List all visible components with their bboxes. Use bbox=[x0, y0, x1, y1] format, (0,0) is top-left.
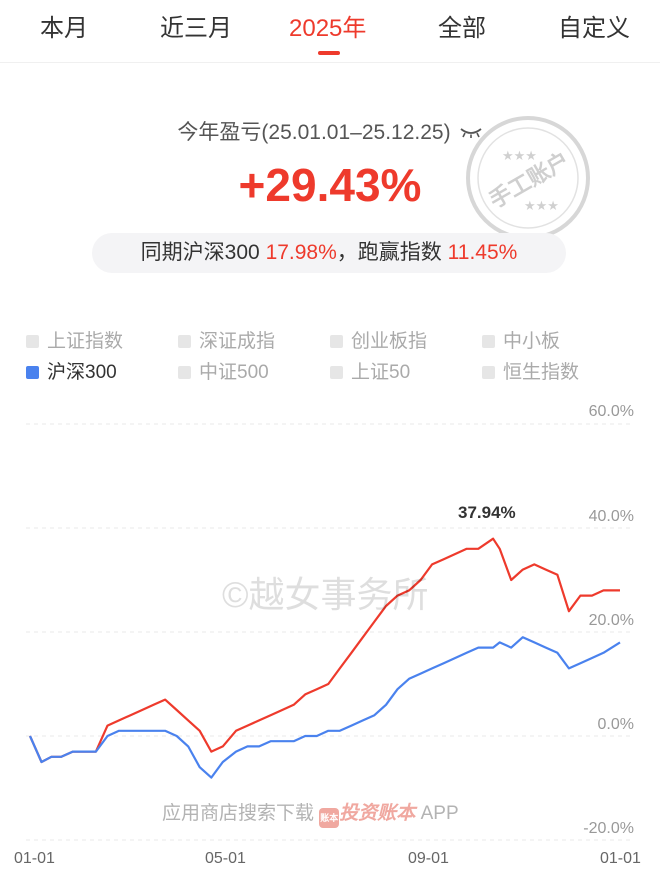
legend-shenzhen-component[interactable]: 深证成指 bbox=[178, 326, 275, 353]
tab-all[interactable]: 全部 bbox=[438, 15, 486, 42]
legend-swatch bbox=[26, 335, 39, 348]
tab-last-three-months[interactable]: 近三月 bbox=[160, 15, 232, 42]
legend-label: 恒生指数 bbox=[503, 362, 580, 383]
download-text: 应用商店搜索下载 bbox=[162, 803, 315, 824]
legend-swatch bbox=[482, 335, 495, 348]
y-tick-label: 60.0% bbox=[588, 403, 634, 420]
x-tick-label: 01-01 bbox=[14, 850, 55, 867]
tab-2025[interactable]: 2025年 bbox=[289, 15, 367, 42]
app-logo-icon: 账本 bbox=[319, 808, 340, 828]
tab-this-month[interactable]: 本月 bbox=[40, 15, 88, 42]
legend-swatch bbox=[178, 366, 191, 379]
legend-swatch bbox=[26, 366, 39, 379]
eye-closed-icon[interactable] bbox=[459, 121, 483, 145]
series-line-csi300 bbox=[28, 636, 621, 779]
benchmark-prefix: 同期沪深300 bbox=[140, 241, 260, 264]
legend-swatch bbox=[330, 335, 343, 348]
svg-text:★★★: ★★★ bbox=[524, 199, 559, 214]
x-tick-label: 09-01 bbox=[408, 850, 449, 867]
legend-label: 中证500 bbox=[199, 362, 269, 383]
legend-label: 上证指数 bbox=[47, 331, 124, 352]
tab-custom[interactable]: 自定义 bbox=[558, 15, 630, 42]
x-tick-label: 01-01 bbox=[600, 850, 641, 867]
watermark: ©越女事务所 bbox=[222, 574, 429, 615]
app-suffix: APP bbox=[420, 803, 459, 824]
legend-label: 沪深300 bbox=[47, 362, 117, 383]
legend-label: 创业板指 bbox=[351, 331, 428, 352]
benchmark-separator: ，跑赢指数 bbox=[336, 241, 442, 264]
legend-label: 上证50 bbox=[351, 362, 411, 383]
pl-label-text: 今年盈亏(25.01.01–25.12.25) bbox=[177, 121, 451, 144]
pl-value: +29.43% bbox=[238, 159, 422, 211]
y-tick-label: -20.0% bbox=[583, 820, 634, 837]
benchmark-comparison: 同期沪深300 17.98%，跑赢指数 11.45% bbox=[92, 233, 566, 273]
legend-swatch bbox=[482, 366, 495, 379]
legend-sme-board[interactable]: 中小板 bbox=[482, 326, 560, 353]
account-stamp: ★★★ ★★★ 手工账户 bbox=[466, 116, 590, 240]
x-tick-label: 05-01 bbox=[205, 850, 246, 867]
legend-label: 中小板 bbox=[503, 331, 561, 352]
y-tick-label: 0.0% bbox=[597, 716, 634, 733]
legend-hang-seng[interactable]: 恒生指数 bbox=[482, 357, 579, 384]
legend-csi500[interactable]: 中证500 bbox=[178, 357, 269, 384]
y-tick-label: 20.0% bbox=[588, 612, 634, 629]
legend-shanghai-composite[interactable]: 上证指数 bbox=[26, 326, 123, 353]
legend-swatch bbox=[330, 366, 343, 379]
legend-chinext[interactable]: 创业板指 bbox=[330, 326, 427, 353]
legend-swatch bbox=[178, 335, 191, 348]
y-tick-label: 40.0% bbox=[588, 508, 634, 525]
legend-csi300[interactable]: 沪深300 bbox=[26, 357, 117, 384]
brand-name: 投资账本 bbox=[339, 803, 416, 824]
series-line-account bbox=[28, 537, 620, 764]
download-prompt: 应用商店搜索下载 账本投资账本 APP bbox=[162, 798, 459, 828]
legend-sse50[interactable]: 上证50 bbox=[330, 357, 410, 384]
peak-value-label: 37.94% bbox=[458, 503, 516, 522]
period-tabs: 本月 近三月 2025年 全部 自定义 bbox=[0, 0, 660, 63]
benchmark-value: 17.98% bbox=[265, 241, 337, 264]
legend-label: 深证成指 bbox=[199, 331, 276, 352]
svg-text:★★★: ★★★ bbox=[502, 149, 537, 164]
outperform-value: 11.45% bbox=[447, 241, 518, 264]
pl-period-label: 今年盈亏(25.01.01–25.12.25) bbox=[0, 116, 660, 146]
active-tab-indicator bbox=[318, 51, 340, 55]
